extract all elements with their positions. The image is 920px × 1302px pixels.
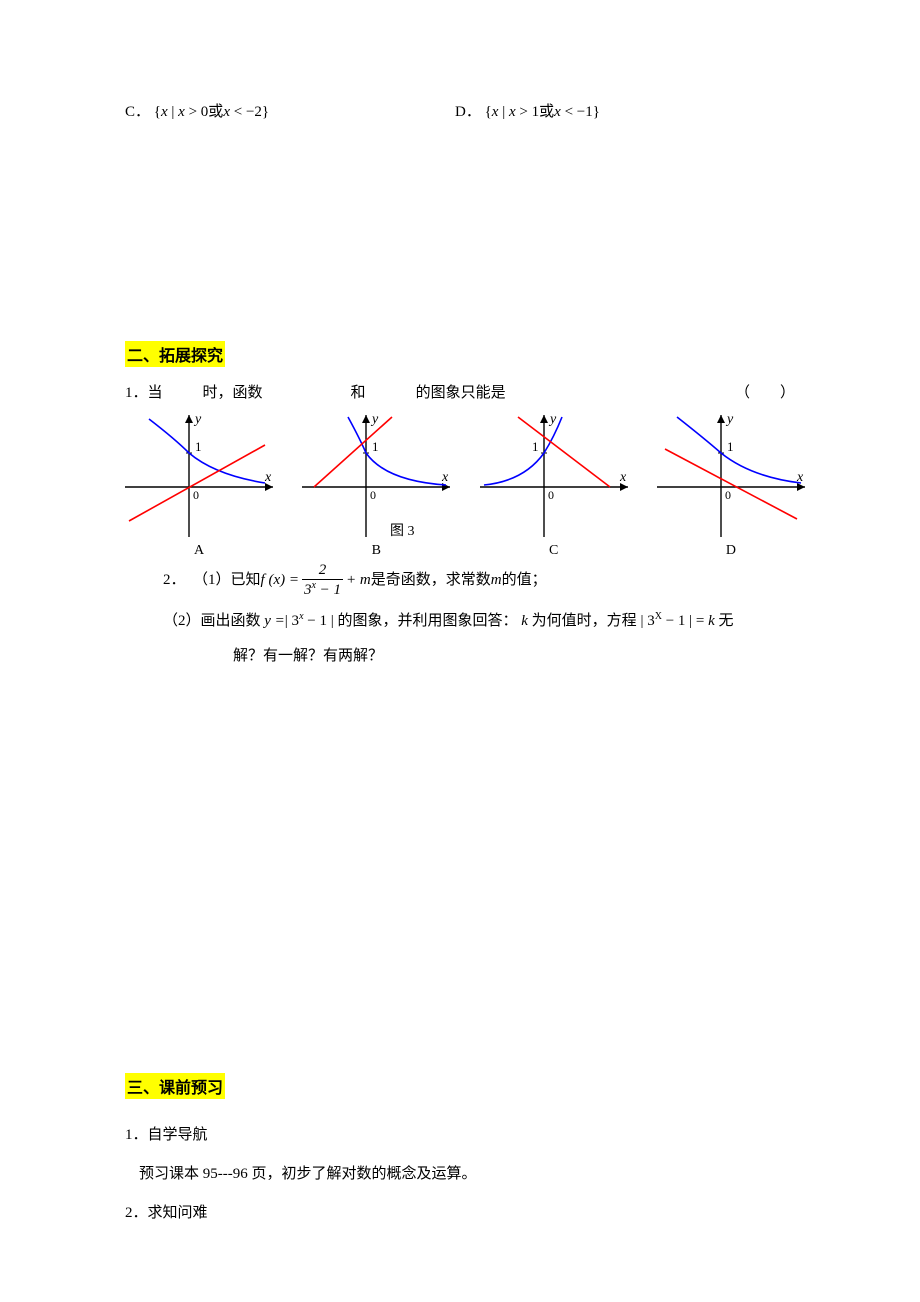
svg-text:1: 1 [372, 439, 379, 454]
q2-part1-suffix: 的值； [502, 566, 547, 595]
q2-part2-line2: 解？有一解？有两解？ [233, 639, 795, 674]
q2-part1-mid: 是奇函数，求常数 [371, 566, 491, 595]
q2-part1: 2． （1）已知 f (x) = 2 3x − 1 + m 是奇函数，求常数 m… [163, 563, 795, 598]
s3-line3: 2．求知问难 [125, 1201, 795, 1222]
s3-line2: 预习课本 95---96 页，初步了解对数的概念及运算。 [125, 1162, 795, 1183]
graph-a-label: A [115, 543, 283, 559]
option-c-letter: C． [125, 104, 150, 120]
graph-d-svg: x y 0 1 [647, 409, 815, 541]
graph-c: x y 0 1 C [470, 409, 638, 559]
option-c: C． {x | x > 0或x < −2} [125, 100, 455, 121]
graph-b-svg: x y 0 1 [292, 409, 460, 541]
axis-y-label: y [193, 412, 202, 427]
graph-c-svg: x y 0 1 [470, 409, 638, 541]
q2-part2-line1: （2）画出函数 y =| 3x − 1 | 的图象，并利用图象回答： k 为何值… [163, 604, 795, 639]
q2-m: m [491, 566, 502, 595]
graphs-row: x y 0 1 A [115, 409, 815, 559]
option-d-math: {x | x > 1或x < −1} [485, 104, 600, 120]
svg-text:1: 1 [727, 439, 734, 454]
axis-x-label: x [264, 470, 272, 485]
frac-num: 2 [315, 563, 331, 579]
svg-text:0: 0 [370, 488, 376, 502]
q1-text-a: 当 [148, 381, 163, 402]
q2-number: 2． [163, 566, 186, 595]
graph-c-label: C [470, 543, 638, 559]
q2-plus-m: + m [346, 566, 371, 595]
option-c-math: {x | x > 0或x < −2} [154, 104, 269, 120]
origin-label: 0 [193, 488, 199, 502]
section-3-heading: 三、课前预习 [125, 1073, 225, 1099]
graph-a: x y 0 1 A [115, 409, 283, 559]
frac-den: 3x − 1 [302, 579, 343, 598]
q1-number: 1． [125, 381, 148, 402]
tick-1: 1 [195, 439, 202, 454]
svg-text:1: 1 [532, 439, 539, 454]
option-d: D． {x | x > 1或x < −1} [455, 100, 795, 121]
graph-b-label: B [292, 543, 460, 559]
q2-part1-prefix: （1）已知 [193, 566, 261, 595]
svg-text:0: 0 [725, 488, 731, 502]
q2-fraction: 2 3x − 1 [302, 563, 343, 598]
q2-part2: （2）画出函数 y =| 3x − 1 | 的图象，并利用图象回答： k 为何值… [163, 604, 795, 673]
graph-d-label: D [647, 543, 815, 559]
svg-text:y: y [370, 412, 379, 427]
q1-answer-paren: （ ） [735, 381, 795, 402]
q1-text-b: 时，函数 [203, 381, 263, 402]
svg-text:y: y [548, 412, 557, 427]
graph-a-svg: x y 0 1 [115, 409, 283, 541]
options-row: C． {x | x > 0或x < −2} D． {x | x > 1或x < … [125, 100, 795, 121]
svg-text:x: x [619, 470, 627, 485]
graph-b: x y 0 1 B [292, 409, 460, 559]
svg-text:y: y [725, 412, 734, 427]
section-2-heading: 二、拓展探究 [125, 341, 225, 367]
section-2: 二、拓展探究 1． 当 时，函数 和 的图象只能是 （ ） x [125, 341, 795, 673]
svg-text:0: 0 [548, 488, 554, 502]
q1-text-c: 和 [351, 381, 366, 402]
q1-text-d: 的图象只能是 [416, 381, 506, 402]
question-1-line: 1． 当 时，函数 和 的图象只能是 （ ） [125, 381, 795, 403]
option-d-letter: D． [455, 104, 481, 120]
q2-fx: f (x) = [261, 566, 299, 595]
svg-text:x: x [441, 470, 449, 485]
s3-line1: 1．自学导航 [125, 1123, 795, 1144]
question-2: 2． （1）已知 f (x) = 2 3x − 1 + m 是奇函数，求常数 m… [163, 563, 795, 598]
figure-caption: 图 3 [390, 520, 415, 540]
graph-d: x y 0 1 D [647, 409, 815, 559]
section-3: 三、课前预习 1．自学导航 预习课本 95---96 页，初步了解对数的概念及运… [125, 1073, 795, 1222]
